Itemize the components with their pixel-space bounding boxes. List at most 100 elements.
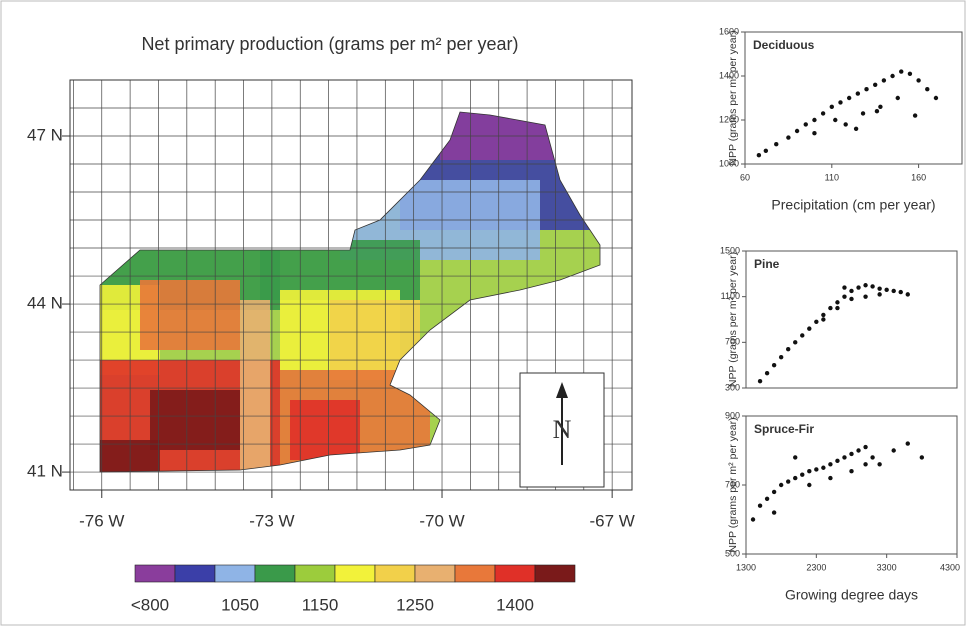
map-title: Net primary production (grams per m² per…: [141, 34, 518, 54]
scatter-point: [807, 326, 812, 331]
scatter-point: [794, 128, 800, 134]
colorbar-swatch: [294, 564, 336, 583]
y-tick-label: 1500: [720, 245, 740, 255]
colorbar-swatch: [334, 564, 376, 583]
y-tick-label: 1100: [721, 291, 740, 301]
scatter-point: [874, 109, 880, 114]
scatter-point: [807, 482, 812, 488]
scatter-point: [793, 475, 798, 481]
y-tick-label: 500: [725, 548, 740, 558]
scatter-point: [870, 284, 875, 289]
scatter-point: [877, 286, 882, 291]
map-outline: [99, 111, 601, 473]
scatter-point: [800, 333, 805, 338]
scatter-point: [878, 104, 883, 110]
map-region: [240, 300, 270, 470]
scatter-point: [849, 296, 854, 302]
x-tick-label: 4300: [940, 562, 960, 572]
scatter-point: [891, 288, 896, 294]
scatter-point: [771, 362, 777, 368]
scatter-point: [873, 82, 878, 88]
scatter-point: [919, 455, 925, 460]
scatter-point: [843, 122, 848, 127]
x-tick-label: -73 W: [249, 511, 294, 530]
scatter-point: [821, 312, 826, 318]
scatter-point: [803, 122, 808, 127]
map-region: [140, 280, 240, 350]
scatter-point: [849, 288, 854, 294]
plot-frame: [745, 250, 958, 389]
y-tick-label: 300: [725, 382, 740, 392]
scatter-point: [842, 285, 847, 290]
scatter-point: [905, 441, 910, 446]
scatter-point: [786, 346, 791, 352]
scatter-point: [898, 289, 903, 295]
scatter-point: [812, 117, 817, 123]
scatter-point: [774, 142, 779, 147]
x-tick-label: 160: [911, 172, 926, 182]
panel-label: Pine: [754, 257, 780, 271]
scatter-point: [833, 117, 838, 123]
colorbar-label: 1400: [496, 595, 534, 614]
plot-frame: [745, 415, 958, 555]
scatter-point: [800, 472, 805, 477]
scatter-point: [907, 71, 913, 77]
scatter-point: [849, 451, 854, 457]
y-tick-label: 1400: [719, 70, 739, 80]
colorbar-swatch: [134, 564, 176, 583]
scatter-point: [821, 317, 826, 322]
scatter-point: [807, 469, 812, 474]
scatter-point: [912, 113, 918, 118]
scatter-point: [863, 283, 868, 288]
x-tick-label: -70 W: [419, 511, 464, 530]
scatter-point: [905, 292, 910, 297]
x-tick-label: 3300: [877, 562, 897, 572]
scatter-point: [853, 126, 859, 131]
scatter-point: [835, 305, 840, 311]
y-axis-label: NPP (grams per m² per year): [727, 252, 739, 387]
scatter-point: [890, 73, 895, 79]
colorbar-label: 1250: [396, 595, 434, 614]
scatter-point: [814, 319, 819, 324]
scatter-point: [884, 287, 889, 293]
scatter-point: [778, 482, 784, 488]
x-tick-label: 110: [825, 172, 839, 182]
x-tick-label: -67 W: [589, 511, 634, 530]
y-tick-label: 44 N: [27, 294, 63, 313]
scatter-point: [756, 153, 762, 158]
scatter-point: [849, 469, 854, 474]
scatter-point: [863, 462, 868, 467]
scatter-point: [838, 100, 843, 105]
colorbar-swatch: [254, 564, 296, 583]
y-tick-label: 700: [725, 337, 740, 347]
scatter-point: [829, 104, 834, 110]
y-tick-label: 1200: [719, 114, 739, 124]
scatter-point: [856, 448, 861, 453]
scatter-point: [877, 462, 882, 467]
scatter-point: [835, 300, 840, 305]
scatter-point: [786, 479, 791, 484]
scatter-point: [793, 340, 798, 345]
scatter-point: [750, 517, 756, 522]
scatter-point: [771, 510, 777, 515]
scatter-point: [863, 294, 868, 299]
scatter-point: [764, 370, 770, 376]
scatter-point: [771, 489, 777, 495]
y-tick-label: 1600: [719, 26, 739, 36]
north-arrowhead: [556, 382, 568, 398]
plot-frame: [744, 31, 963, 165]
colorbar-swatch: [454, 564, 496, 583]
scatter-point: [891, 448, 896, 453]
colorbar-swatch: [374, 564, 416, 583]
panel-label: Spruce-Fir: [754, 422, 814, 436]
scatter-point: [757, 503, 763, 508]
scatter-point: [864, 87, 869, 92]
scatter-point: [916, 78, 921, 83]
x-axis-label: Growing degree days: [785, 587, 918, 603]
scatter-point: [812, 131, 817, 136]
x-axis-label: Precipitation (cm per year): [771, 197, 935, 213]
scatter-point: [933, 95, 939, 101]
scatter-point: [778, 354, 784, 360]
y-tick-label: 41 N: [27, 462, 63, 481]
